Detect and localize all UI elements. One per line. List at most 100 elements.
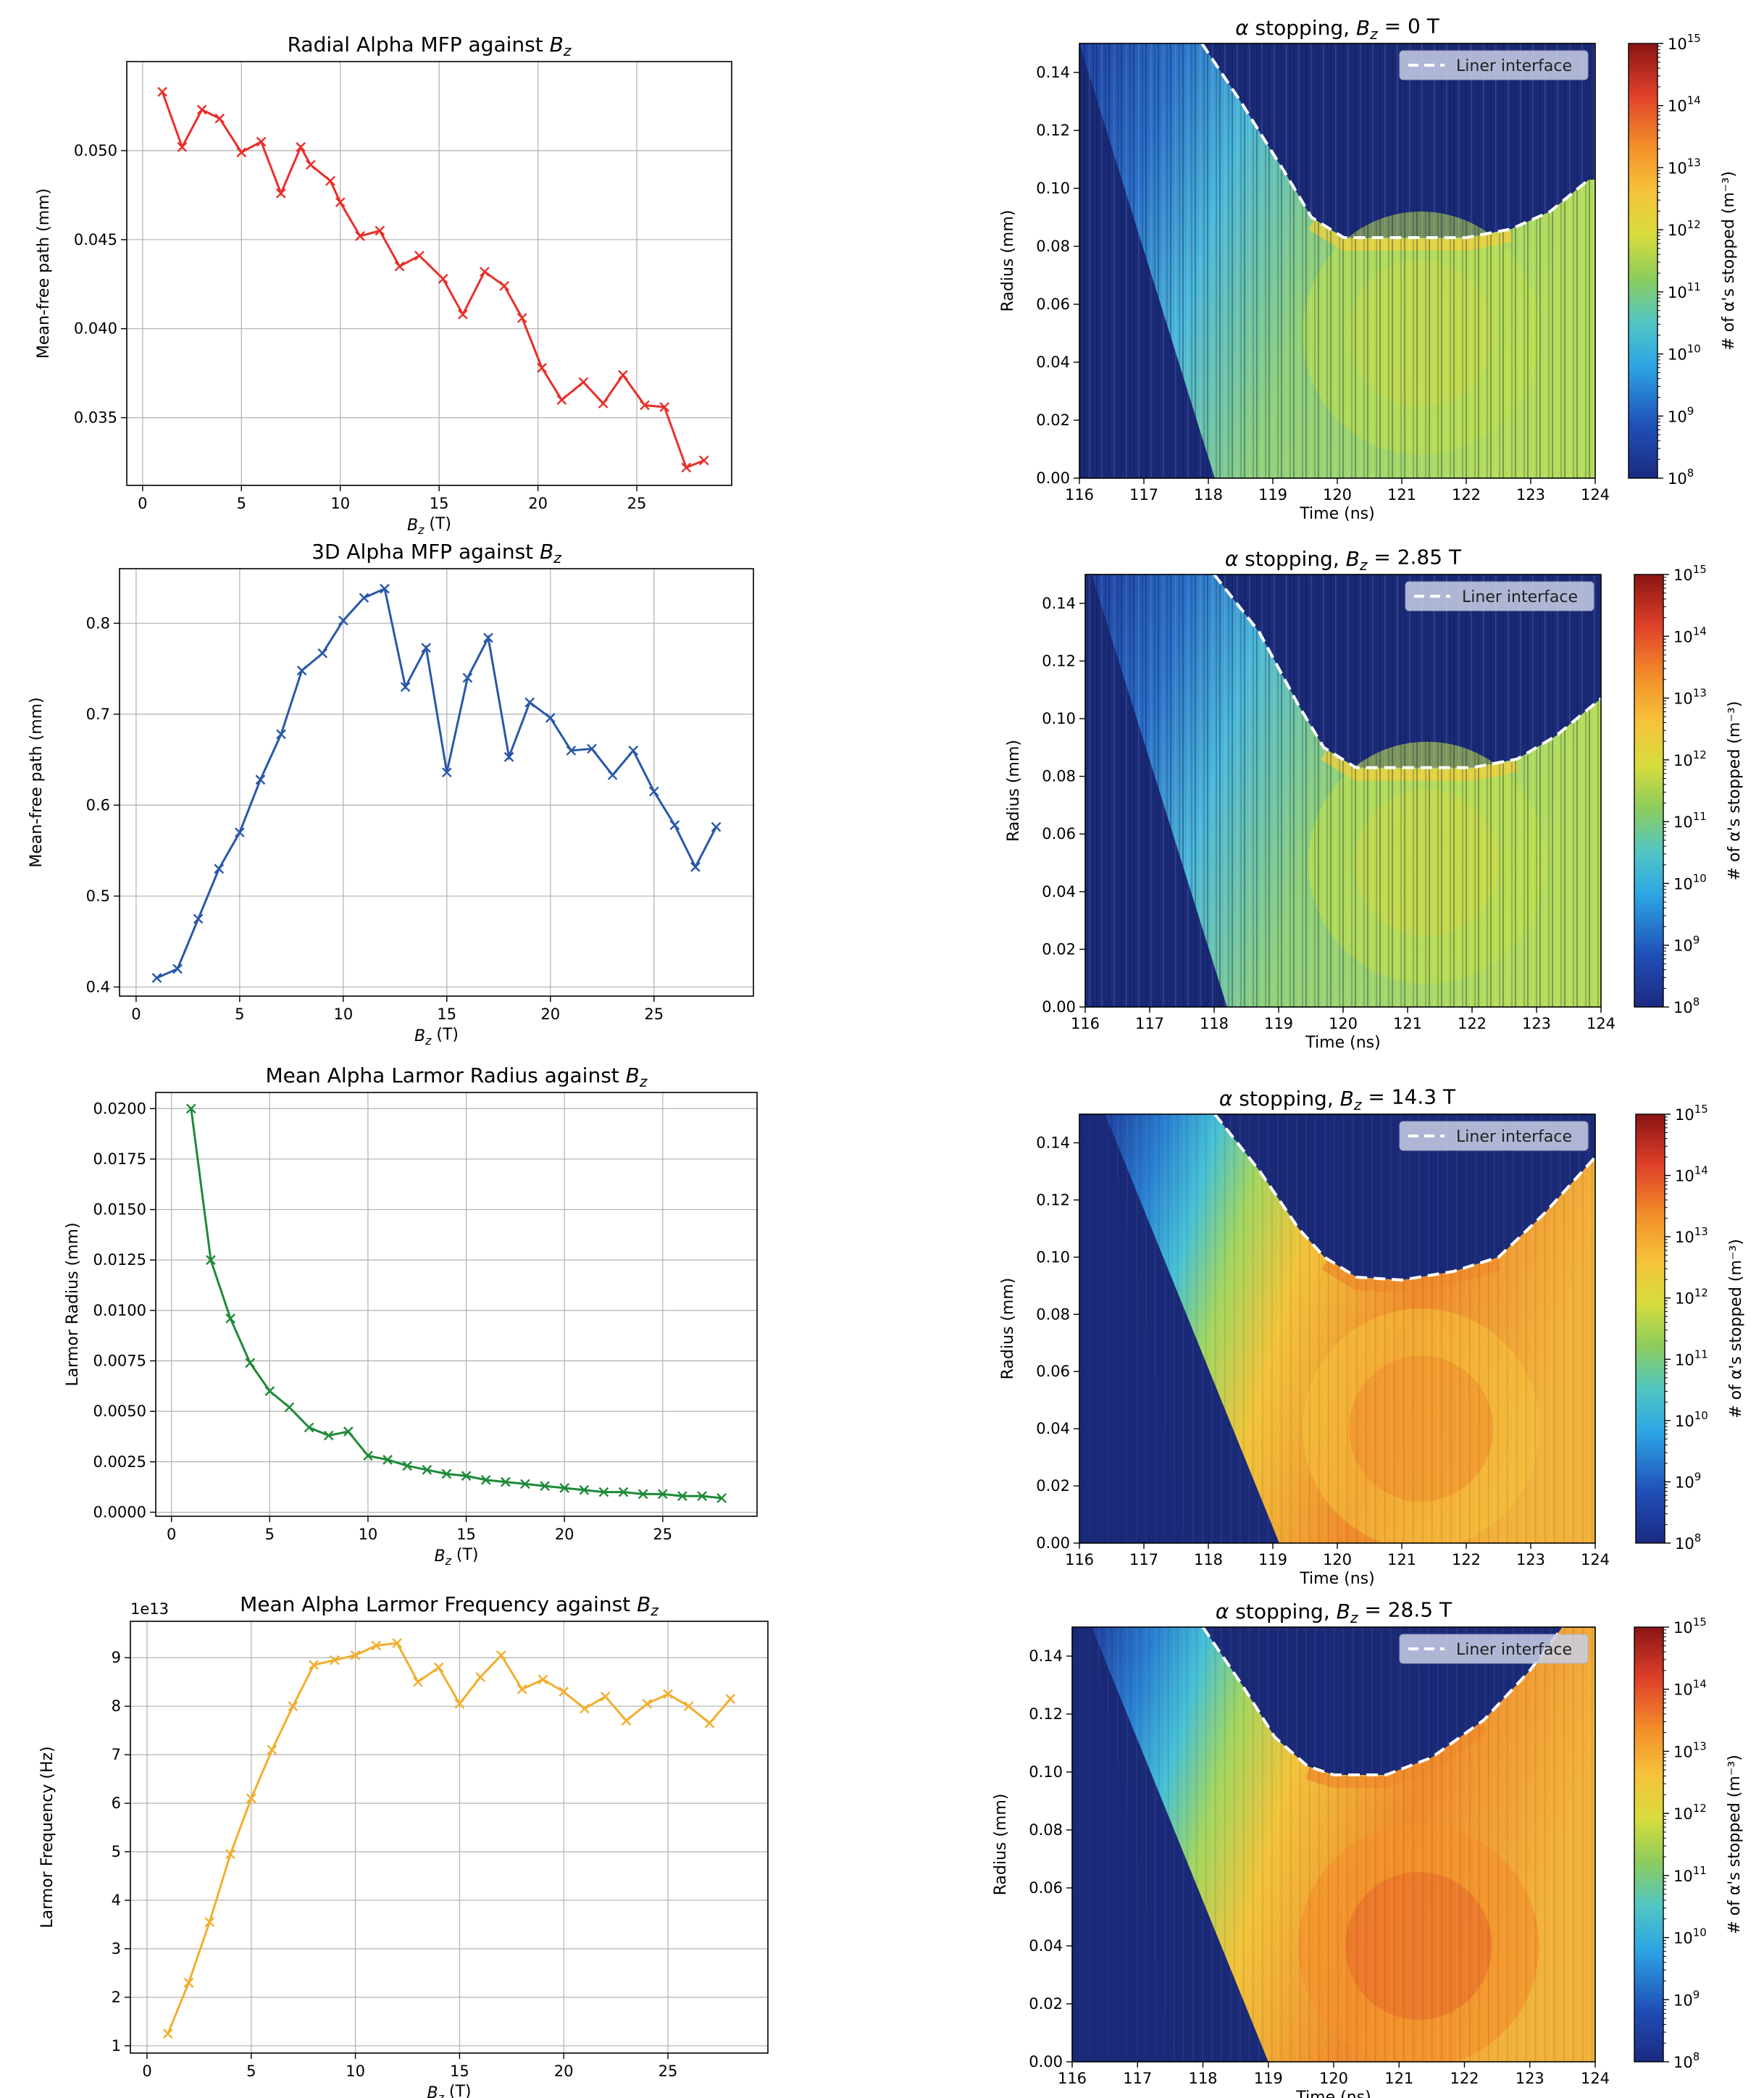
data-point	[711, 822, 722, 832]
colorbar	[1635, 1113, 1665, 1544]
data-point	[255, 774, 266, 785]
y-tick-label: 0.14	[1036, 64, 1070, 81]
y-axis-label: Radius (mm)	[999, 210, 1017, 312]
x-tick-label: 116	[1065, 1551, 1094, 1568]
x-tick-label: 15	[456, 1526, 476, 1543]
x-tick-label: 118	[1200, 1015, 1229, 1032]
data-point	[517, 1684, 527, 1694]
x-axis-label: Time (ns)	[1299, 1570, 1374, 1588]
data-point	[400, 682, 411, 693]
x-tick-label: 116	[1065, 486, 1094, 503]
data-point	[204, 1917, 215, 1928]
chart-3d-mfp: 0 5 10 15 20 25 0.4 0.5 0.6 0.7 0.8 3D Alpha MFP ag…	[28, 540, 754, 1048]
heatmap-body	[1085, 574, 1601, 1007]
x-tick-label: 15	[437, 1006, 456, 1023]
y-tick-label: 0.035	[74, 409, 117, 427]
colorbar-tick-label: 1012	[1668, 218, 1701, 239]
y-tick-label: 0.12	[1036, 122, 1070, 139]
data-point	[690, 861, 701, 872]
data-point	[421, 643, 432, 653]
data-point	[323, 1430, 334, 1441]
data-point	[264, 1386, 275, 1397]
data-point	[725, 1694, 736, 1704]
x-tick-label: 25	[627, 495, 647, 512]
x-tick-label: 117	[1135, 1015, 1164, 1032]
x-tick-label: 116	[1058, 2070, 1087, 2087]
x-tick-label: 10	[359, 1526, 378, 1543]
y-tick-label: 0.0125	[93, 1251, 146, 1269]
data-point	[267, 1744, 277, 1755]
y-tick-label: 0.06	[1029, 1879, 1063, 1897]
y-axis-label: Radius (mm)	[999, 1278, 1017, 1380]
data-point	[642, 1698, 653, 1709]
data-point	[559, 1483, 570, 1493]
y-tick-label: 0.00	[1029, 2053, 1063, 2070]
colorbar-label: # of α's stopped (m⁻³)	[1726, 1755, 1744, 1934]
y-tick-label: 0.0050	[93, 1403, 146, 1420]
y-tick-label: 0.10	[1036, 1248, 1070, 1266]
x-tick-label: 20	[528, 495, 548, 512]
y-axis-label: Larmor Frequency (Hz)	[38, 1746, 57, 1928]
data-point	[607, 770, 618, 780]
x-tick-label: 10	[333, 1006, 353, 1023]
colorbar-tick-label: 1014	[1668, 94, 1701, 115]
y-tick-label: 0.0150	[93, 1201, 146, 1219]
y-tick-label: 0.08	[1042, 768, 1076, 785]
x-tick-label: 120	[1319, 2070, 1348, 2087]
colorbar-tick-label: 1011	[1668, 280, 1701, 301]
y-tick-label: 0.0000	[93, 1503, 146, 1521]
chart-title: Radial Alpha MFP against Bz​	[288, 33, 572, 59]
data-point	[245, 1358, 256, 1368]
heatmap-stopping-0: 116 117 118 119 120 121 122 123 124 0.00 0.02 0.04 0…	[999, 14, 1738, 523]
legend-box	[1399, 1121, 1589, 1151]
y-tick-label: 9	[112, 1649, 121, 1666]
x-tick-label: 122	[1452, 1551, 1481, 1568]
data-point	[214, 113, 225, 124]
y-tick-label: 0.5	[86, 887, 110, 905]
data-point	[517, 313, 527, 323]
data-point	[698, 455, 709, 466]
x-tick-label: 123	[1516, 1551, 1545, 1568]
data-point	[579, 1484, 590, 1495]
y-axis-label: Radius (mm)	[1005, 740, 1023, 842]
data-point	[338, 615, 348, 626]
x-tick-label: 124	[1587, 1015, 1615, 1032]
colorbar-tick-label: 1015	[1675, 1103, 1708, 1124]
y-tick-label: 0.00	[1036, 1534, 1070, 1552]
x-tick-label: 20	[554, 2063, 574, 2080]
x-tick-label: 117	[1129, 486, 1158, 503]
chart-title: Mean Alpha Larmor Frequency against Bz​	[240, 1592, 659, 1619]
x-tick-label: 25	[644, 1006, 664, 1023]
x-tick-label: 124	[1581, 1551, 1610, 1568]
x-tick-label: 119	[1264, 1015, 1293, 1032]
data-point	[363, 1450, 373, 1461]
chart-title: 3D Alpha MFP against Bz​	[312, 540, 561, 567]
x-tick-label: 120	[1323, 486, 1352, 503]
y-tick-label: 0.08	[1036, 1305, 1070, 1323]
x-tick-label: 122	[1450, 2070, 1479, 2087]
data-point	[235, 827, 245, 837]
data-point	[162, 2028, 173, 2039]
heatmap-body	[1072, 1627, 1595, 2062]
legend-label: Liner interface	[1456, 1128, 1572, 1146]
y-tick-label: 0.10	[1029, 1763, 1063, 1781]
colorbar-tick-label: 109	[1673, 1988, 1700, 2009]
data-point	[402, 1460, 413, 1471]
legend-box	[1399, 1634, 1589, 1664]
data-point	[503, 752, 514, 762]
colorbar-tick-label: 109	[1668, 404, 1694, 425]
y-tick-label: 0.02	[1036, 1477, 1070, 1495]
data-point	[183, 1978, 194, 1988]
data-point	[638, 1489, 648, 1500]
colorbar-tick-label: 1010	[1668, 343, 1701, 364]
data-point	[185, 1103, 196, 1114]
data-point	[225, 1313, 235, 1324]
y-tick-label: 0.02	[1029, 1995, 1063, 2013]
y-tick-label: 0.040	[74, 320, 117, 338]
data-point	[499, 280, 510, 291]
y-tick-label: 0.14	[1036, 1134, 1070, 1151]
y-tick-label: 0.06	[1036, 296, 1070, 313]
data-point	[284, 1402, 295, 1413]
data-point	[343, 1426, 354, 1437]
